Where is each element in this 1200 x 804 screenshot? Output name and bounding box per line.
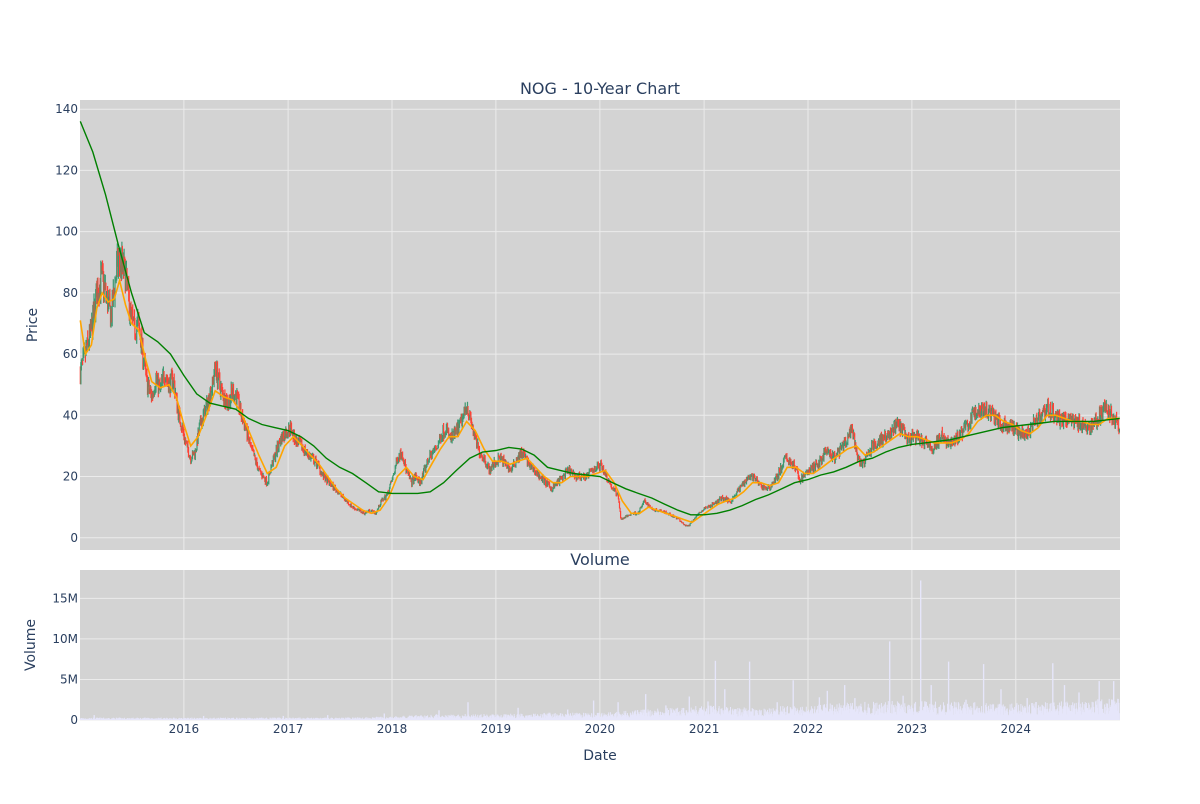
volume-bars bbox=[79, 580, 1120, 720]
price-y-tick-label: 100 bbox=[55, 225, 78, 239]
price-chart-title: NOG - 10-Year Chart bbox=[520, 79, 680, 98]
long-moving-average-line bbox=[79, 121, 1120, 516]
volume-y-tick-label: 15M bbox=[52, 591, 78, 605]
price-y-tick-label: 40 bbox=[63, 408, 78, 422]
volume-y-tick-label: 0 bbox=[70, 713, 78, 727]
x-tick-label: 2022 bbox=[793, 722, 824, 736]
price-y-tick-label: 0 bbox=[70, 531, 78, 545]
x-tick-label: 2018 bbox=[377, 722, 408, 736]
volume-axis-label: Volume bbox=[23, 619, 39, 671]
price-y-tick-label: 140 bbox=[55, 102, 78, 116]
short-moving-average-line bbox=[79, 277, 1120, 524]
x-tick-label: 2024 bbox=[1001, 722, 1032, 736]
price-y-tick-label: 120 bbox=[55, 163, 78, 177]
x-tick-label: 2021 bbox=[689, 722, 720, 736]
x-tick-label: 2016 bbox=[169, 722, 200, 736]
price-y-tick-label: 20 bbox=[63, 470, 78, 484]
price-y-tick-label: 60 bbox=[63, 347, 78, 361]
volume-y-tick-label: 10M bbox=[52, 632, 78, 646]
price-y-tick-label: 80 bbox=[63, 286, 78, 300]
date-axis-label: Date bbox=[583, 748, 616, 764]
x-tick-label: 2019 bbox=[481, 722, 512, 736]
x-tick-label: 2017 bbox=[273, 722, 304, 736]
price-axis-label: Price bbox=[25, 308, 41, 342]
volume-y-tick-label: 5M bbox=[60, 673, 78, 687]
x-tick-label: 2023 bbox=[897, 722, 928, 736]
x-tick-label: 2020 bbox=[585, 722, 616, 736]
volume-chart-title: Volume bbox=[570, 550, 630, 569]
